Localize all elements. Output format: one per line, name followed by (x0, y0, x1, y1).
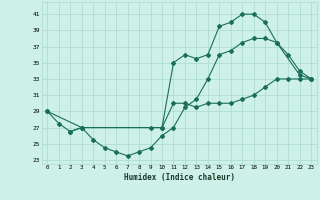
X-axis label: Humidex (Indice chaleur): Humidex (Indice chaleur) (124, 173, 235, 182)
